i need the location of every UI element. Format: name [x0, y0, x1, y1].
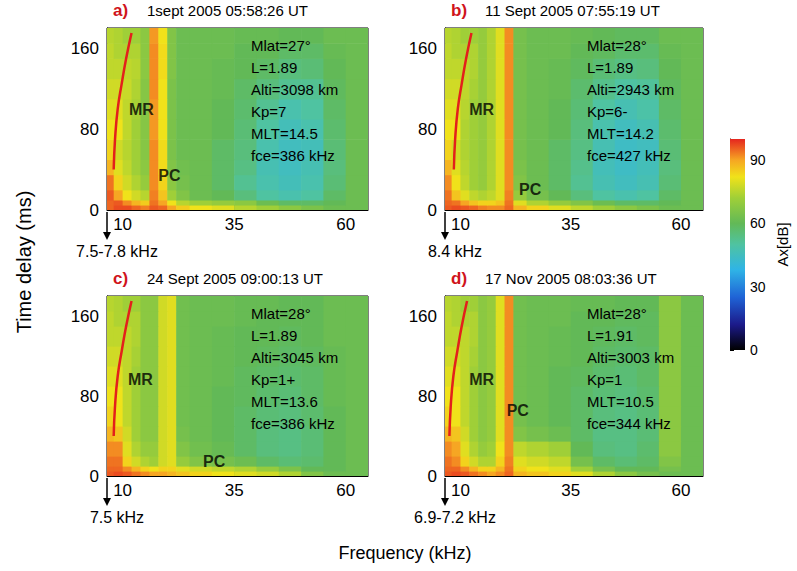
svg-text:a): a) [113, 1, 128, 20]
svg-text:160: 160 [409, 307, 437, 326]
svg-text:160: 160 [71, 39, 99, 58]
svg-text:0: 0 [428, 467, 437, 486]
svg-text:Mlat=28°: Mlat=28° [587, 37, 647, 54]
svg-text:L=1.89: L=1.89 [251, 327, 297, 344]
svg-text:0: 0 [428, 201, 437, 220]
svg-text:Frequency (kHz): Frequency (kHz) [338, 543, 471, 563]
svg-text:Mlat=28°: Mlat=28° [587, 305, 647, 322]
svg-text:fce=386 kHz: fce=386 kHz [251, 147, 335, 164]
svg-text:Alti=3045 km: Alti=3045 km [251, 349, 338, 366]
svg-text:80: 80 [80, 120, 99, 139]
svg-text:0: 0 [750, 342, 758, 358]
svg-text:24 Sept 2005 09:00:13 UT: 24 Sept 2005 09:00:13 UT [147, 270, 323, 287]
svg-text:11 Sept 2005 07:55:19 UT: 11 Sept 2005 07:55:19 UT [485, 2, 660, 19]
svg-text:MR: MR [469, 371, 494, 388]
svg-text:Mlat=27°: Mlat=27° [251, 37, 311, 54]
svg-text:MR: MR [469, 101, 494, 118]
svg-text:Time delay (ms): Time delay (ms) [13, 191, 35, 334]
svg-text:80: 80 [80, 387, 99, 406]
svg-text:PC: PC [203, 453, 226, 470]
svg-text:MLT=10.5: MLT=10.5 [587, 393, 654, 410]
svg-text:fce=386 kHz: fce=386 kHz [251, 415, 335, 432]
svg-text:35: 35 [561, 481, 580, 500]
svg-text:60: 60 [671, 215, 690, 234]
svg-text:fce=344 kHz: fce=344 kHz [587, 415, 671, 432]
svg-text:60: 60 [671, 481, 690, 500]
svg-text:7.5-7.8 kHz: 7.5-7.8 kHz [76, 243, 158, 260]
svg-text:d): d) [451, 269, 467, 288]
svg-text:6.9-7.2 kHz: 6.9-7.2 kHz [414, 509, 496, 526]
svg-text:10: 10 [113, 215, 132, 234]
svg-text:PC: PC [519, 181, 542, 198]
svg-text:80: 80 [418, 120, 437, 139]
svg-text:b): b) [451, 1, 467, 20]
svg-text:7.5 kHz: 7.5 kHz [90, 509, 144, 526]
svg-text:60: 60 [336, 215, 355, 234]
svg-text:MLT=14.5: MLT=14.5 [251, 125, 318, 142]
svg-text:160: 160 [71, 307, 99, 326]
svg-text:L=1.89: L=1.89 [251, 59, 297, 76]
svg-text:MLT=14.2: MLT=14.2 [587, 125, 654, 142]
svg-text:10: 10 [451, 215, 470, 234]
svg-text:Kp=6-: Kp=6- [587, 103, 627, 120]
svg-text:90: 90 [750, 152, 766, 168]
svg-text:Alti=3098 km: Alti=3098 km [251, 81, 338, 98]
svg-text:30: 30 [750, 279, 766, 295]
svg-text:8.4 kHz: 8.4 kHz [428, 243, 482, 260]
svg-text:0: 0 [90, 467, 99, 486]
svg-text:10: 10 [451, 481, 470, 500]
svg-text:Kp=1+: Kp=1+ [251, 371, 295, 388]
svg-text:0: 0 [90, 201, 99, 220]
svg-text:PC: PC [158, 167, 181, 184]
svg-text:Kp=1: Kp=1 [587, 371, 622, 388]
svg-text:Alti=2943 km: Alti=2943 km [587, 81, 674, 98]
svg-text:MLT=13.6: MLT=13.6 [251, 393, 318, 410]
svg-text:PC: PC [507, 402, 530, 419]
svg-text:17 Nov 2005 08:03:36 UT: 17 Nov 2005 08:03:36 UT [485, 270, 657, 287]
svg-text:Mlat=28°: Mlat=28° [251, 305, 311, 322]
svg-text:Alti=3003 km: Alti=3003 km [587, 349, 674, 366]
svg-text:35: 35 [225, 215, 244, 234]
svg-text:60: 60 [750, 215, 766, 231]
svg-text:80: 80 [418, 387, 437, 406]
svg-text:Kp=7: Kp=7 [251, 103, 286, 120]
svg-text:160: 160 [409, 39, 437, 58]
svg-text:10: 10 [113, 481, 132, 500]
svg-text:Ax[dB]: Ax[dB] [774, 222, 791, 266]
svg-text:c): c) [113, 269, 128, 288]
svg-text:MR: MR [129, 101, 154, 118]
svg-text:1sept 2005 05:58:26 UT: 1sept 2005 05:58:26 UT [147, 2, 308, 19]
svg-text:MR: MR [128, 371, 153, 388]
svg-text:35: 35 [225, 481, 244, 500]
svg-text:L=1.91: L=1.91 [587, 327, 633, 344]
svg-text:60: 60 [336, 481, 355, 500]
svg-text:L=1.89: L=1.89 [587, 59, 633, 76]
svg-text:fce=427 kHz: fce=427 kHz [587, 147, 671, 164]
svg-text:35: 35 [561, 215, 580, 234]
